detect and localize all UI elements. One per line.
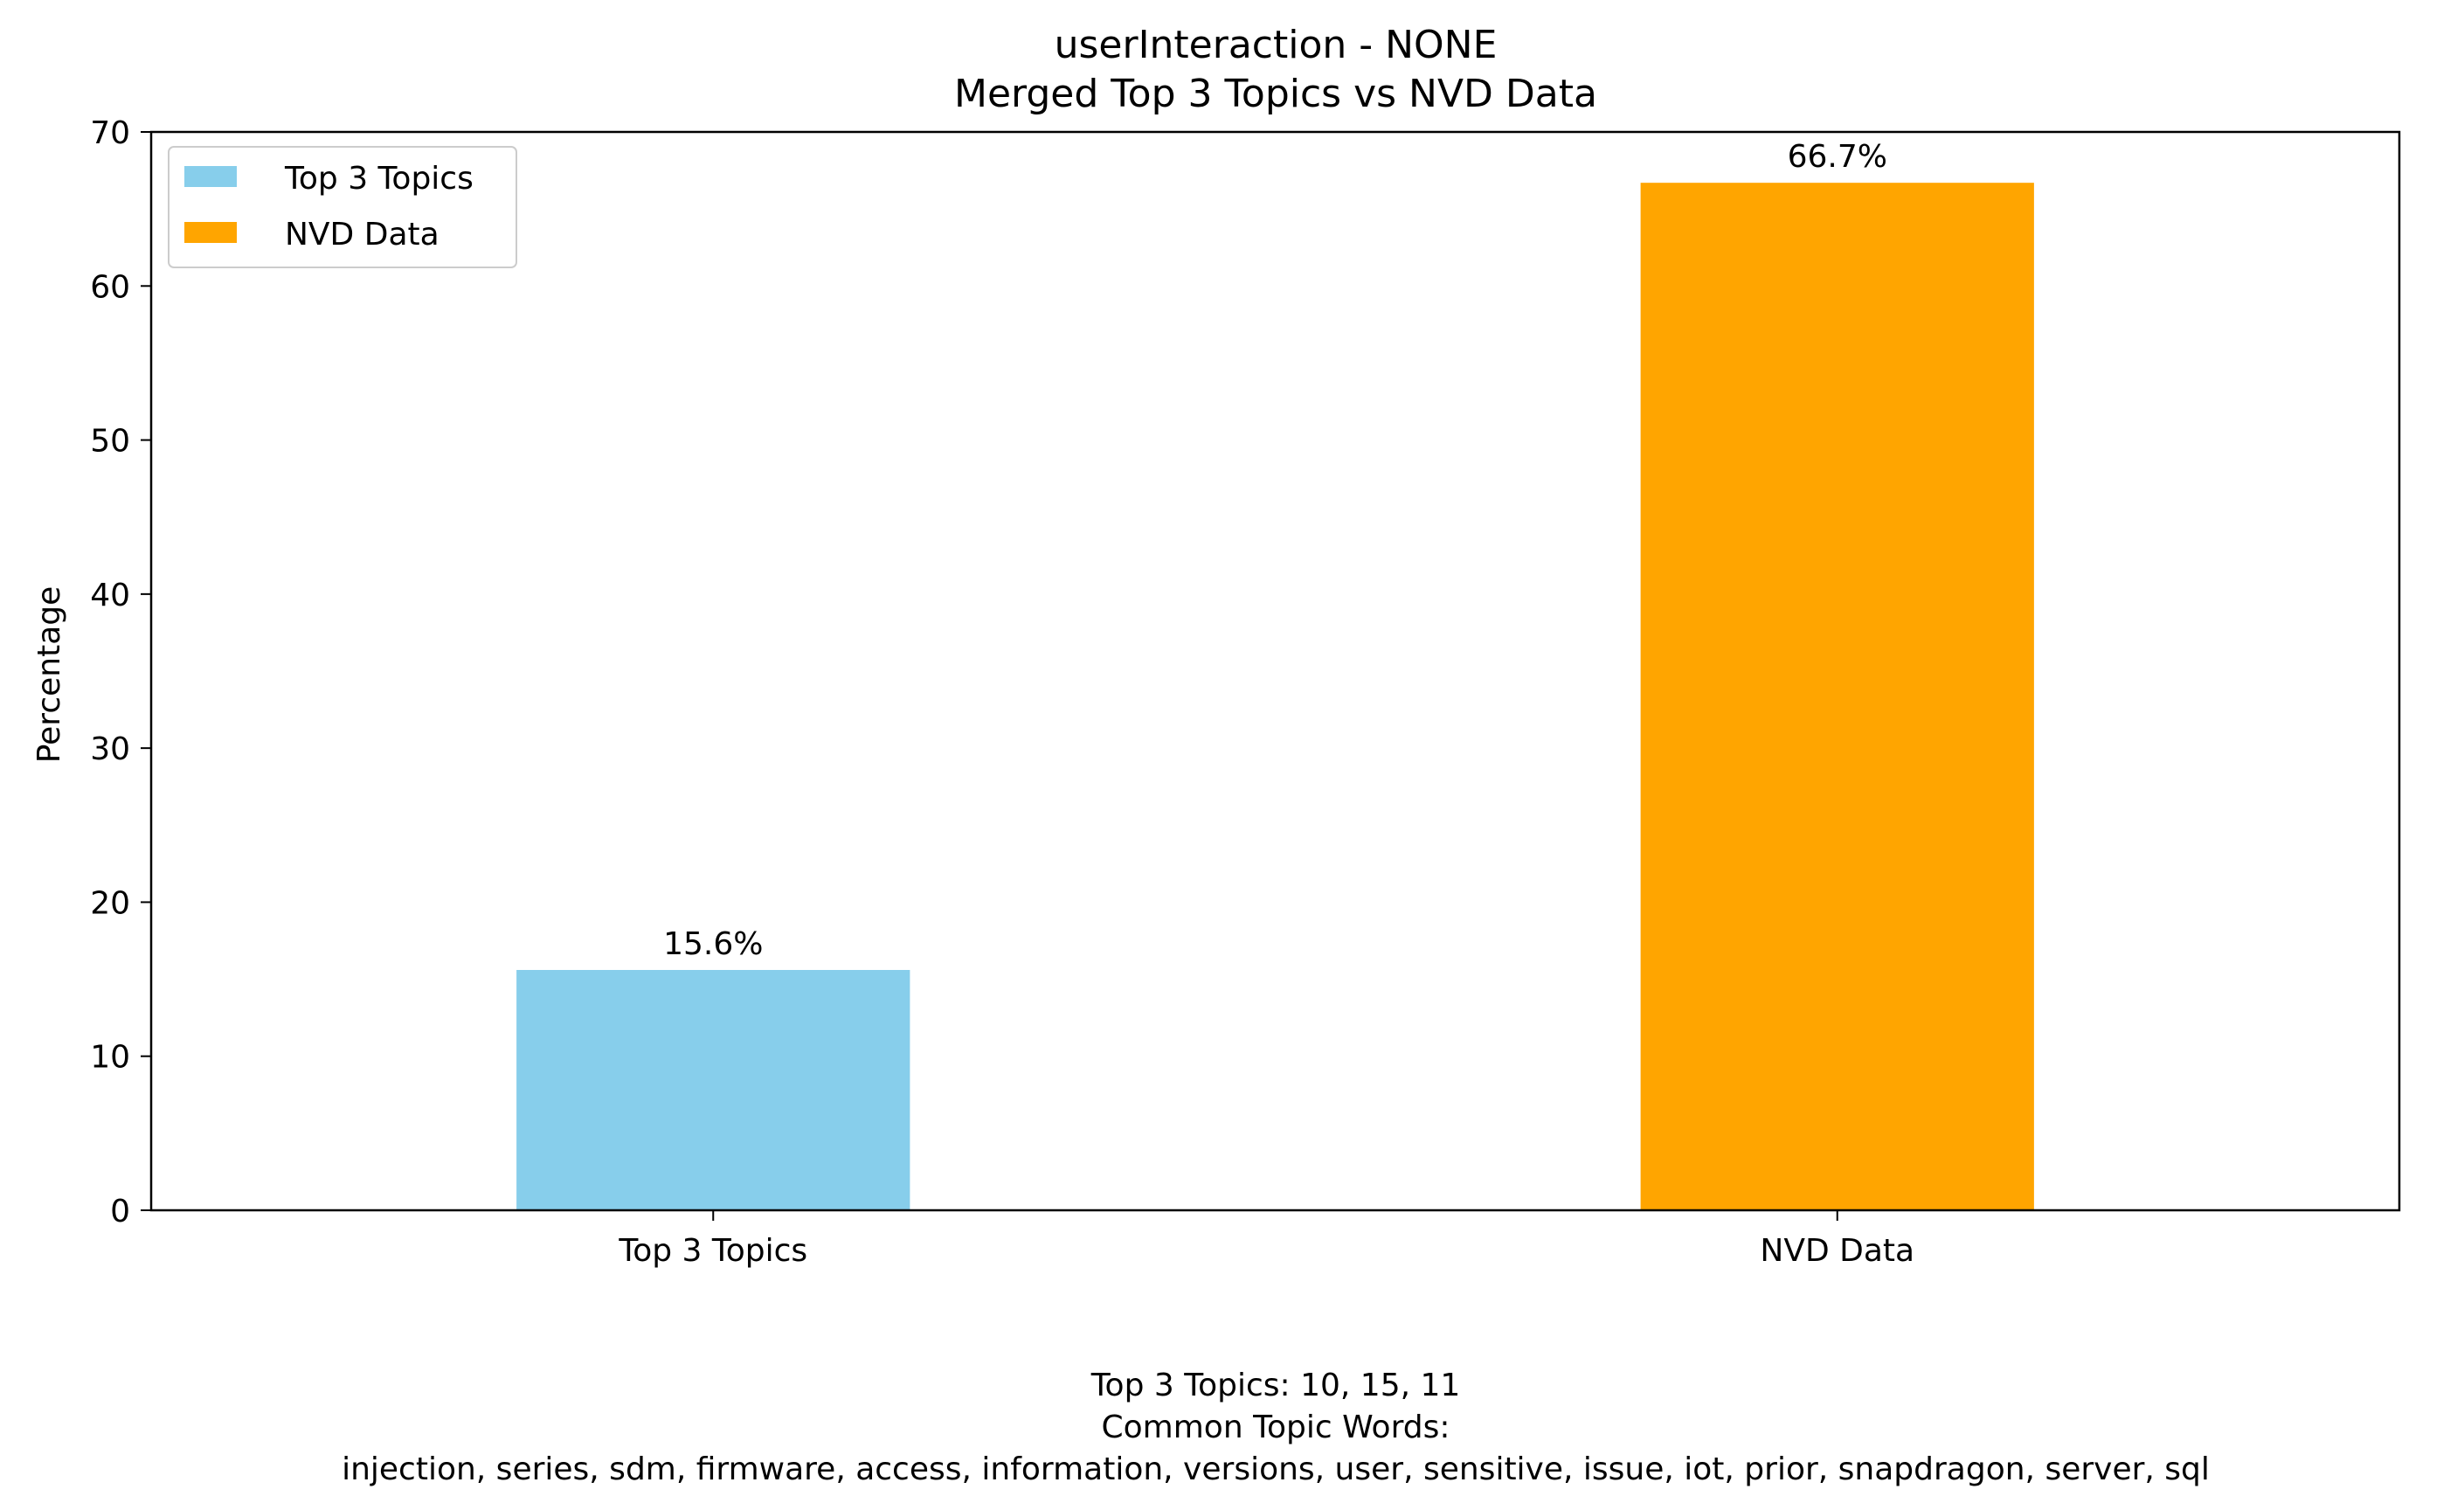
legend-label-nvd-data: NVD Data — [285, 217, 440, 253]
data-label-top-3-topics: 15.6% — [663, 926, 763, 962]
y-tick-label-70: 70 — [90, 115, 130, 151]
legend-swatch-nvd-data — [184, 222, 237, 243]
y-tick-label-50: 50 — [90, 424, 130, 460]
legend-label-top-3-topics: Top 3 Topics — [284, 161, 474, 197]
y-tick-label-10: 10 — [90, 1040, 130, 1076]
y-tick-label-20: 20 — [90, 885, 130, 921]
y-tick-label-0: 0 — [110, 1194, 130, 1229]
y-tick-label-60: 60 — [90, 269, 130, 305]
legend-swatch-top-3-topics — [184, 166, 237, 187]
y-tick-label-40: 40 — [90, 578, 130, 613]
x-tick-label-nvd-data: NVD Data — [1760, 1233, 1914, 1269]
footer-words-line: injection, series, sdm, firmware, access… — [342, 1451, 2210, 1487]
footer-topics-line: Top 3 Topics: 10, 15, 11 — [1090, 1368, 1461, 1403]
chart-title: userInteraction - NONE — [1055, 23, 1498, 67]
data-labels-group: 15.6% 66.7% — [663, 139, 1887, 962]
bars-group — [516, 183, 2034, 1210]
bar-nvd-data — [1640, 183, 2034, 1210]
bar-top-3-topics — [516, 969, 910, 1210]
y-tick-label-30: 30 — [90, 731, 130, 767]
chart-subtitle: Merged Top 3 Topics vs NVD Data — [954, 72, 1597, 116]
x-tick-label-top-3-topics: Top 3 Topics — [618, 1233, 807, 1269]
data-label-nvd-data: 66.7% — [1788, 139, 1887, 175]
y-axis-label: Percentage — [31, 586, 67, 764]
x-axis: Top 3 Topics NVD Data — [618, 1210, 1914, 1269]
legend: Top 3 Topics NVD Data — [168, 146, 517, 268]
y-axis: 0 10 20 30 40 50 60 70 — [90, 115, 151, 1229]
plot-frame — [149, 130, 2401, 1212]
legend-box — [168, 146, 517, 268]
footer-words-heading: Common Topic Words: — [1102, 1410, 1450, 1445]
